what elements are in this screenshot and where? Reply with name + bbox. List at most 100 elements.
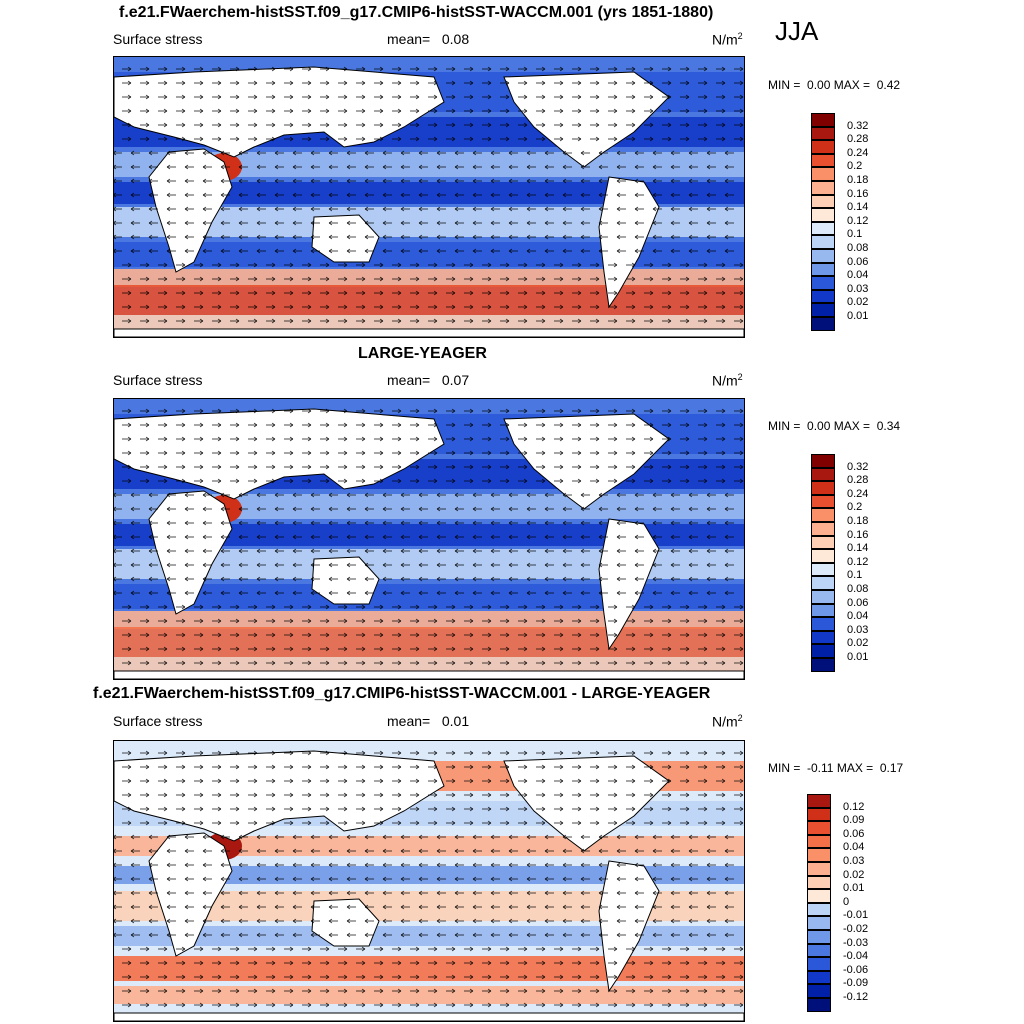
stress-arrowhead [487,80,492,86]
stress-arrowhead [148,862,153,868]
stress-arrowhead [238,234,243,240]
stress-arrowhead [382,834,387,840]
stress-arrowhead [631,618,636,624]
stress-arrowhead [739,946,744,952]
stress-arrowhead [289,136,294,142]
stress-arrowhead [415,974,420,980]
stress-arrowhead [199,778,204,784]
stress-arrowhead [721,792,726,798]
colorbar-tick-label: 0.08 [847,583,869,595]
stress-arrowhead [667,80,672,86]
stress-arrowhead [292,576,297,582]
stress-arrowhead [148,178,153,184]
colorbar-tick-label: 0.32 [847,119,869,132]
stress-arrowhead [505,122,510,128]
colorbar-box [807,916,831,930]
stress-arrowhead [490,150,495,156]
stress-arrowhead [238,862,243,868]
stress-arrowhead [433,646,438,652]
stress-arrowhead [397,778,402,784]
stress-arrowhead [721,478,726,484]
stress-arrowhead [400,150,405,156]
stress-arrowhead [379,988,384,994]
stress-arrowhead [649,422,654,428]
stress-arrowhead [616,248,621,254]
stress-arrowhead [379,764,384,770]
stress-arrowhead [253,792,258,798]
colorbar-box [811,126,835,141]
stress-arrowhead [292,904,297,910]
stress-arrowhead [616,876,621,882]
stress-arrowhead [253,94,258,100]
stress-arrowhead [451,80,456,86]
stress-arrowhead [274,876,279,882]
colorbar-box [807,862,831,876]
stress-arrowhead [274,548,279,554]
stress-arrowhead [181,66,186,72]
stress-arrowhead [739,422,744,428]
stress-arrowhead [202,904,207,910]
stress-arrowhead [310,904,315,910]
stress-arrowhead [253,66,258,72]
stress-arrowhead [217,450,222,456]
stress-arrowhead [310,918,315,924]
stress-arrowhead [400,848,405,854]
stress-arrowhead [595,618,600,624]
stress-arrowhead [166,590,171,596]
stress-arrowhead [202,220,207,226]
stress-arrowhead [343,122,348,128]
stress-arrowhead [454,548,459,554]
stress-arrowhead [256,150,261,156]
stress-arrowhead [114,562,117,568]
stress-arrowhead [487,290,492,296]
stress-arrowhead [130,220,135,226]
stress-arrowhead [238,834,243,840]
stress-arrowhead [613,262,618,268]
stress-arrowhead [472,164,477,170]
stress-arrowhead [706,932,711,938]
mean-value: 0.07 [441,372,470,388]
stress-arrowhead [670,590,675,596]
stress-arrowhead [649,108,654,114]
stress-arrowhead [343,304,348,310]
stress-arrowhead [361,792,366,798]
stress-arrowhead [613,464,618,470]
stress-arrowhead [361,290,366,296]
stress-arrowhead [415,806,420,812]
colorbar-tick-label: 0.24 [847,146,869,159]
stress-arrowhead [114,248,117,254]
stress-arrowhead [217,304,222,310]
stress-arrowhead [202,192,207,198]
stress-arrowhead [739,632,744,638]
stress-arrowhead [346,862,351,868]
stress-arrowhead [544,562,549,568]
stress-arrowhead [559,618,564,624]
stress-arrowhead [325,618,330,624]
stress-arrowhead [649,436,654,442]
stress-arrowhead [361,660,366,666]
stress-arrowhead [220,520,225,526]
stress-arrowhead [685,262,690,268]
stress-arrowhead [523,946,528,952]
colorbar-box [811,140,835,154]
stress-arrowhead [271,66,276,72]
stress-arrowhead [541,436,546,442]
stress-arrowhead [361,304,366,310]
stress-arrowhead [307,974,312,980]
stress-arrowhead [379,262,384,268]
stress-arrowhead [181,1002,186,1008]
stress-arrowhead [343,94,348,100]
stress-arrowhead [685,820,690,826]
stress-arrowhead [145,646,150,652]
stress-arrowhead [559,806,564,812]
stress-arrowhead [670,862,675,868]
stress-arrowhead [706,918,711,924]
stress-arrowhead [199,290,204,296]
stress-arrowhead [325,464,330,470]
stress-arrowhead [721,974,726,980]
stress-arrowhead [271,1002,276,1008]
stress-arrowhead [472,206,477,212]
stress-arrowhead [505,604,510,610]
stress-arrowhead [451,436,456,442]
colorbar-box [811,153,835,168]
